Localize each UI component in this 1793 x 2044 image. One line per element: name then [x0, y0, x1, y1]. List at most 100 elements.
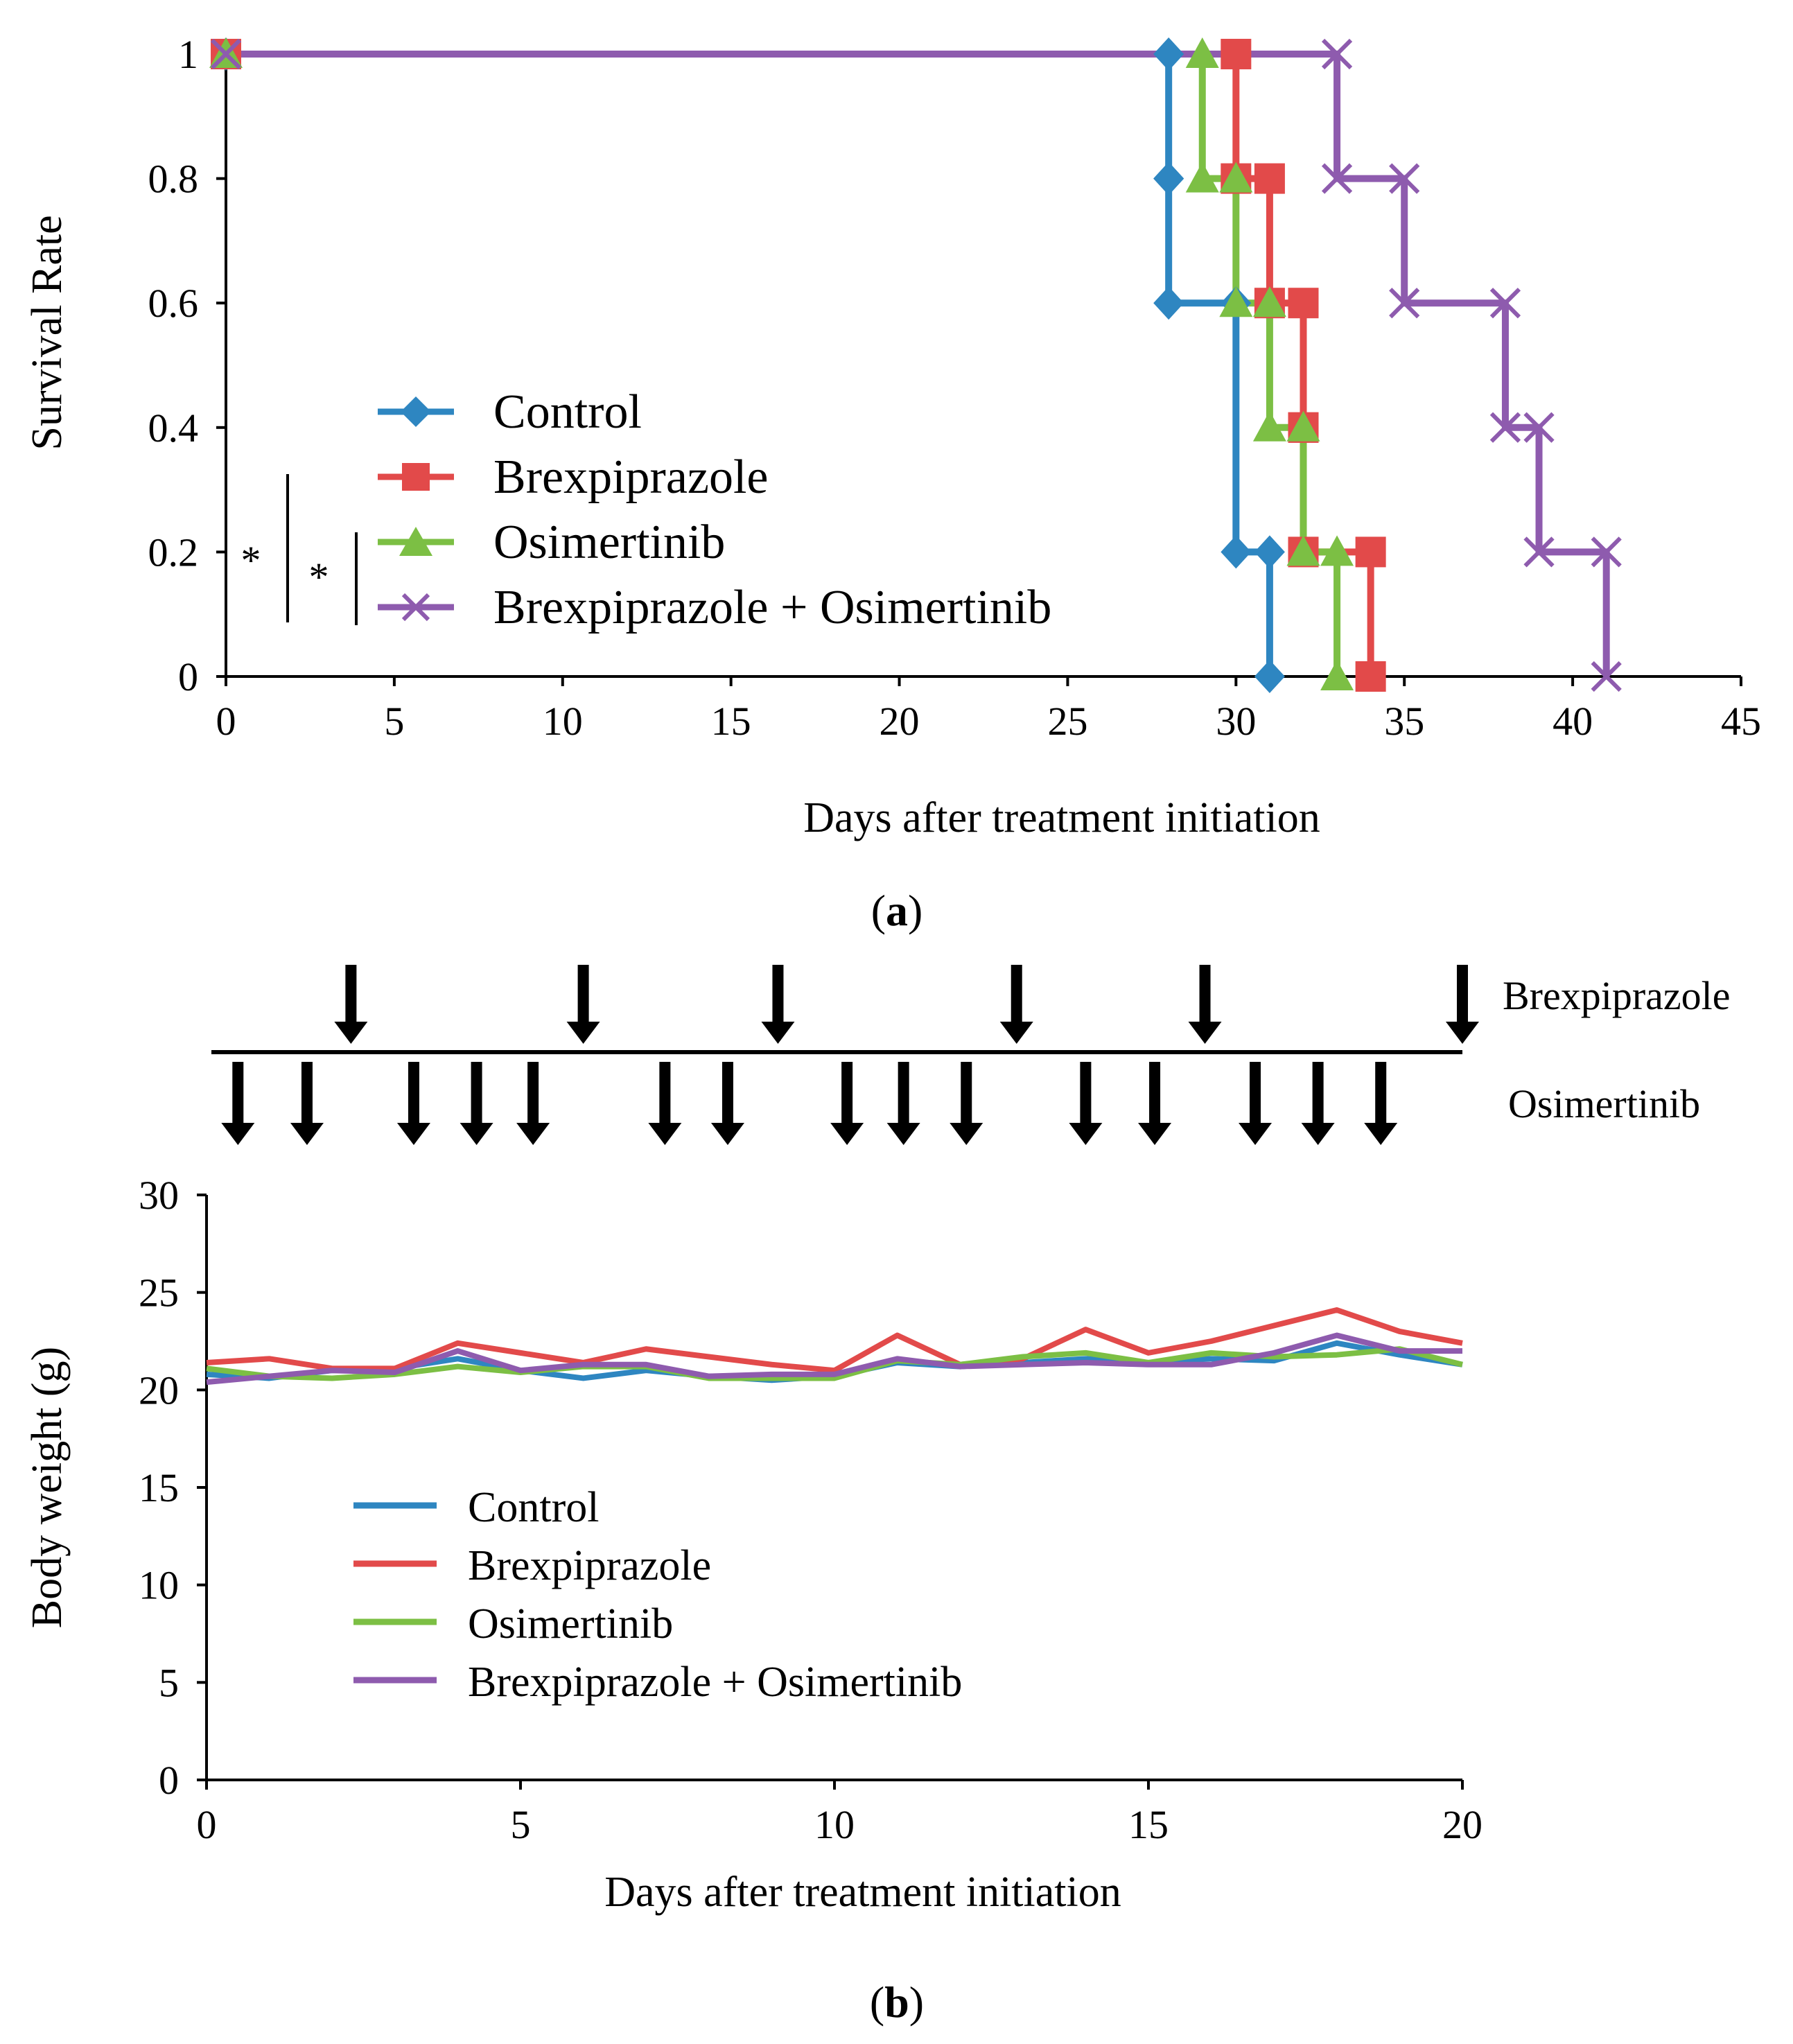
diamond-marker — [1153, 286, 1184, 320]
panel-label-letter: a — [886, 886, 908, 935]
survival-series — [209, 37, 1622, 693]
diamond-marker — [1221, 535, 1252, 569]
legend-label-control: Control — [468, 1484, 599, 1531]
osimertinib-dose-arrow-head — [460, 1123, 493, 1145]
x-tick-label: 5 — [384, 699, 404, 744]
osimertinib-dose-arrow-head — [1069, 1123, 1103, 1145]
osimertinib-dose-arrow-head — [950, 1123, 983, 1145]
brexpiprazole-dose-arrow-head — [999, 1022, 1033, 1044]
legend-item-brexpiprazole: Brexpiprazole — [353, 1542, 711, 1589]
x-tick-label: 40 — [1553, 699, 1593, 744]
diamond-marker — [1254, 660, 1285, 693]
y-tick-label: 0.6 — [148, 281, 199, 326]
y-tick-label: 0 — [178, 654, 198, 699]
legend-label-brexpiprazole: Brexpiprazole — [493, 451, 768, 504]
survival-y-axis-title: Survival Rate — [24, 215, 71, 450]
osimertinib-dose-arrow-head — [648, 1123, 682, 1145]
osimertinib-dose-arrow-head — [886, 1123, 920, 1145]
significance-asterisk: * — [309, 554, 329, 600]
osimertinib-dose-arrow-head — [290, 1123, 324, 1145]
survival-chart: 00.20.40.60.810 5 10 15 20 25 30 35 40 45 Surviva… — [24, 32, 1761, 935]
weight-line — [206, 1307, 1463, 1374]
weight-axes: 0 5 10 15 20 25 30 0 5 10 15 20 — [139, 1173, 1482, 1847]
osimertinib-dose-arrow-head — [396, 1123, 430, 1145]
osimertinib-dose-arrow-head — [516, 1123, 550, 1145]
panel-label-close: ) — [909, 1977, 924, 2027]
osimertinib-dose-arrow-head — [710, 1123, 744, 1145]
brexpiprazole-dose-arrow-head — [334, 1022, 368, 1044]
weight-x-axis-title: Days after treatment initiation — [604, 1869, 1121, 1916]
significance-brackets: * * — [241, 474, 358, 625]
x-tick-label: 20 — [880, 699, 920, 744]
dose-label-osimertinib: Osimertinib — [1508, 1081, 1700, 1126]
x-tick-label: 45 — [1721, 699, 1761, 744]
triangle-marker-icon — [399, 527, 432, 556]
brexpiprazole-dose-arrow-head — [1188, 1022, 1222, 1044]
legend-label-osimertinib: Osimertinib — [468, 1600, 673, 1648]
panel-label-open: ( — [871, 886, 886, 935]
y-tick-label: 15 — [139, 1465, 179, 1510]
triangle-marker — [1252, 410, 1286, 442]
x-tick-label: 30 — [1216, 699, 1256, 744]
weight-series — [206, 1307, 1463, 1386]
legend-item-combination: Brexpiprazole + Osimertinib — [378, 581, 1051, 634]
panel-label-letter: b — [884, 1977, 909, 2027]
x-marker — [1591, 536, 1622, 568]
dose-label-brexpiprazole: Brexpiprazole — [1503, 973, 1731, 1018]
square-marker — [1221, 39, 1252, 69]
dosing-schedule: Brexpiprazole Osimertinib — [211, 965, 1731, 1145]
legend-label-control: Control — [493, 385, 642, 439]
triangle-marker — [1286, 410, 1320, 442]
legend-item-control: Control — [378, 385, 642, 439]
x-marker — [1489, 288, 1521, 319]
x-tick-label: 15 — [711, 699, 751, 744]
square-marker — [1254, 163, 1285, 194]
y-tick-label: 10 — [139, 1563, 179, 1608]
square-marker — [1355, 661, 1386, 692]
x-tick-label: 10 — [543, 699, 583, 744]
y-tick-label: 1 — [178, 32, 198, 77]
square-marker — [1355, 536, 1386, 568]
osimertinib-dose-arrow-head — [1239, 1123, 1272, 1145]
diamond-marker — [1153, 161, 1184, 195]
square-marker — [1288, 288, 1319, 319]
x-marker — [1523, 536, 1555, 568]
triangle-marker — [1219, 161, 1253, 193]
y-tick-label: 0 — [159, 1758, 179, 1803]
y-tick-label: 25 — [139, 1270, 179, 1316]
panel-label-close: ) — [908, 886, 922, 935]
brexpiprazole-dose-arrow-head — [566, 1022, 600, 1044]
diamond-marker — [1153, 37, 1184, 71]
osimertinib-dose-arrow-head — [1138, 1123, 1172, 1145]
panel-label-open: ( — [870, 1977, 884, 2027]
significance-asterisk: * — [241, 538, 261, 583]
survival-axes: 00.20.40.60.810 5 10 15 20 25 30 35 40 45 — [148, 32, 1762, 744]
body-weight-chart: 0 5 10 15 20 25 30 0 5 10 15 20 Body weight (g) Day… — [24, 1173, 1482, 2027]
legend-item-combination: Brexpiprazole + Osimertinib — [353, 1659, 962, 1706]
brexpiprazole-dose-arrow-head — [761, 1022, 795, 1044]
y-tick-label: 5 — [159, 1660, 179, 1705]
y-tick-label: 0.8 — [148, 157, 199, 202]
triangle-marker — [1286, 535, 1320, 566]
osimertinib-dose-arrow-head — [221, 1123, 255, 1145]
legend-label-brexpiprazole: Brexpiprazole — [468, 1542, 711, 1589]
brexpiprazole-dose-arrow-head — [1446, 1022, 1479, 1044]
x-marker-icon — [401, 593, 430, 622]
survival-x-axis-title: Days after treatment initiation — [803, 794, 1320, 841]
y-tick-label: 0.2 — [148, 530, 199, 575]
x-tick-label: 5 — [511, 1802, 531, 1847]
x-marker — [1321, 38, 1353, 70]
x-tick-label: 35 — [1384, 699, 1424, 744]
legend-item-osimertinib: Osimertinib — [353, 1600, 673, 1648]
legend-item-control: Control — [353, 1484, 599, 1531]
x-tick-label: 20 — [1442, 1802, 1482, 1847]
x-marker — [1389, 163, 1420, 194]
legend-label-combination: Brexpiprazole + Osimertinib — [468, 1659, 962, 1706]
square-marker-icon — [402, 463, 430, 491]
x-marker — [1389, 288, 1420, 319]
x-marker — [1321, 163, 1353, 194]
y-tick-label: 30 — [139, 1173, 179, 1218]
x-tick-label: 10 — [814, 1802, 855, 1847]
weight-line — [206, 1332, 1462, 1386]
